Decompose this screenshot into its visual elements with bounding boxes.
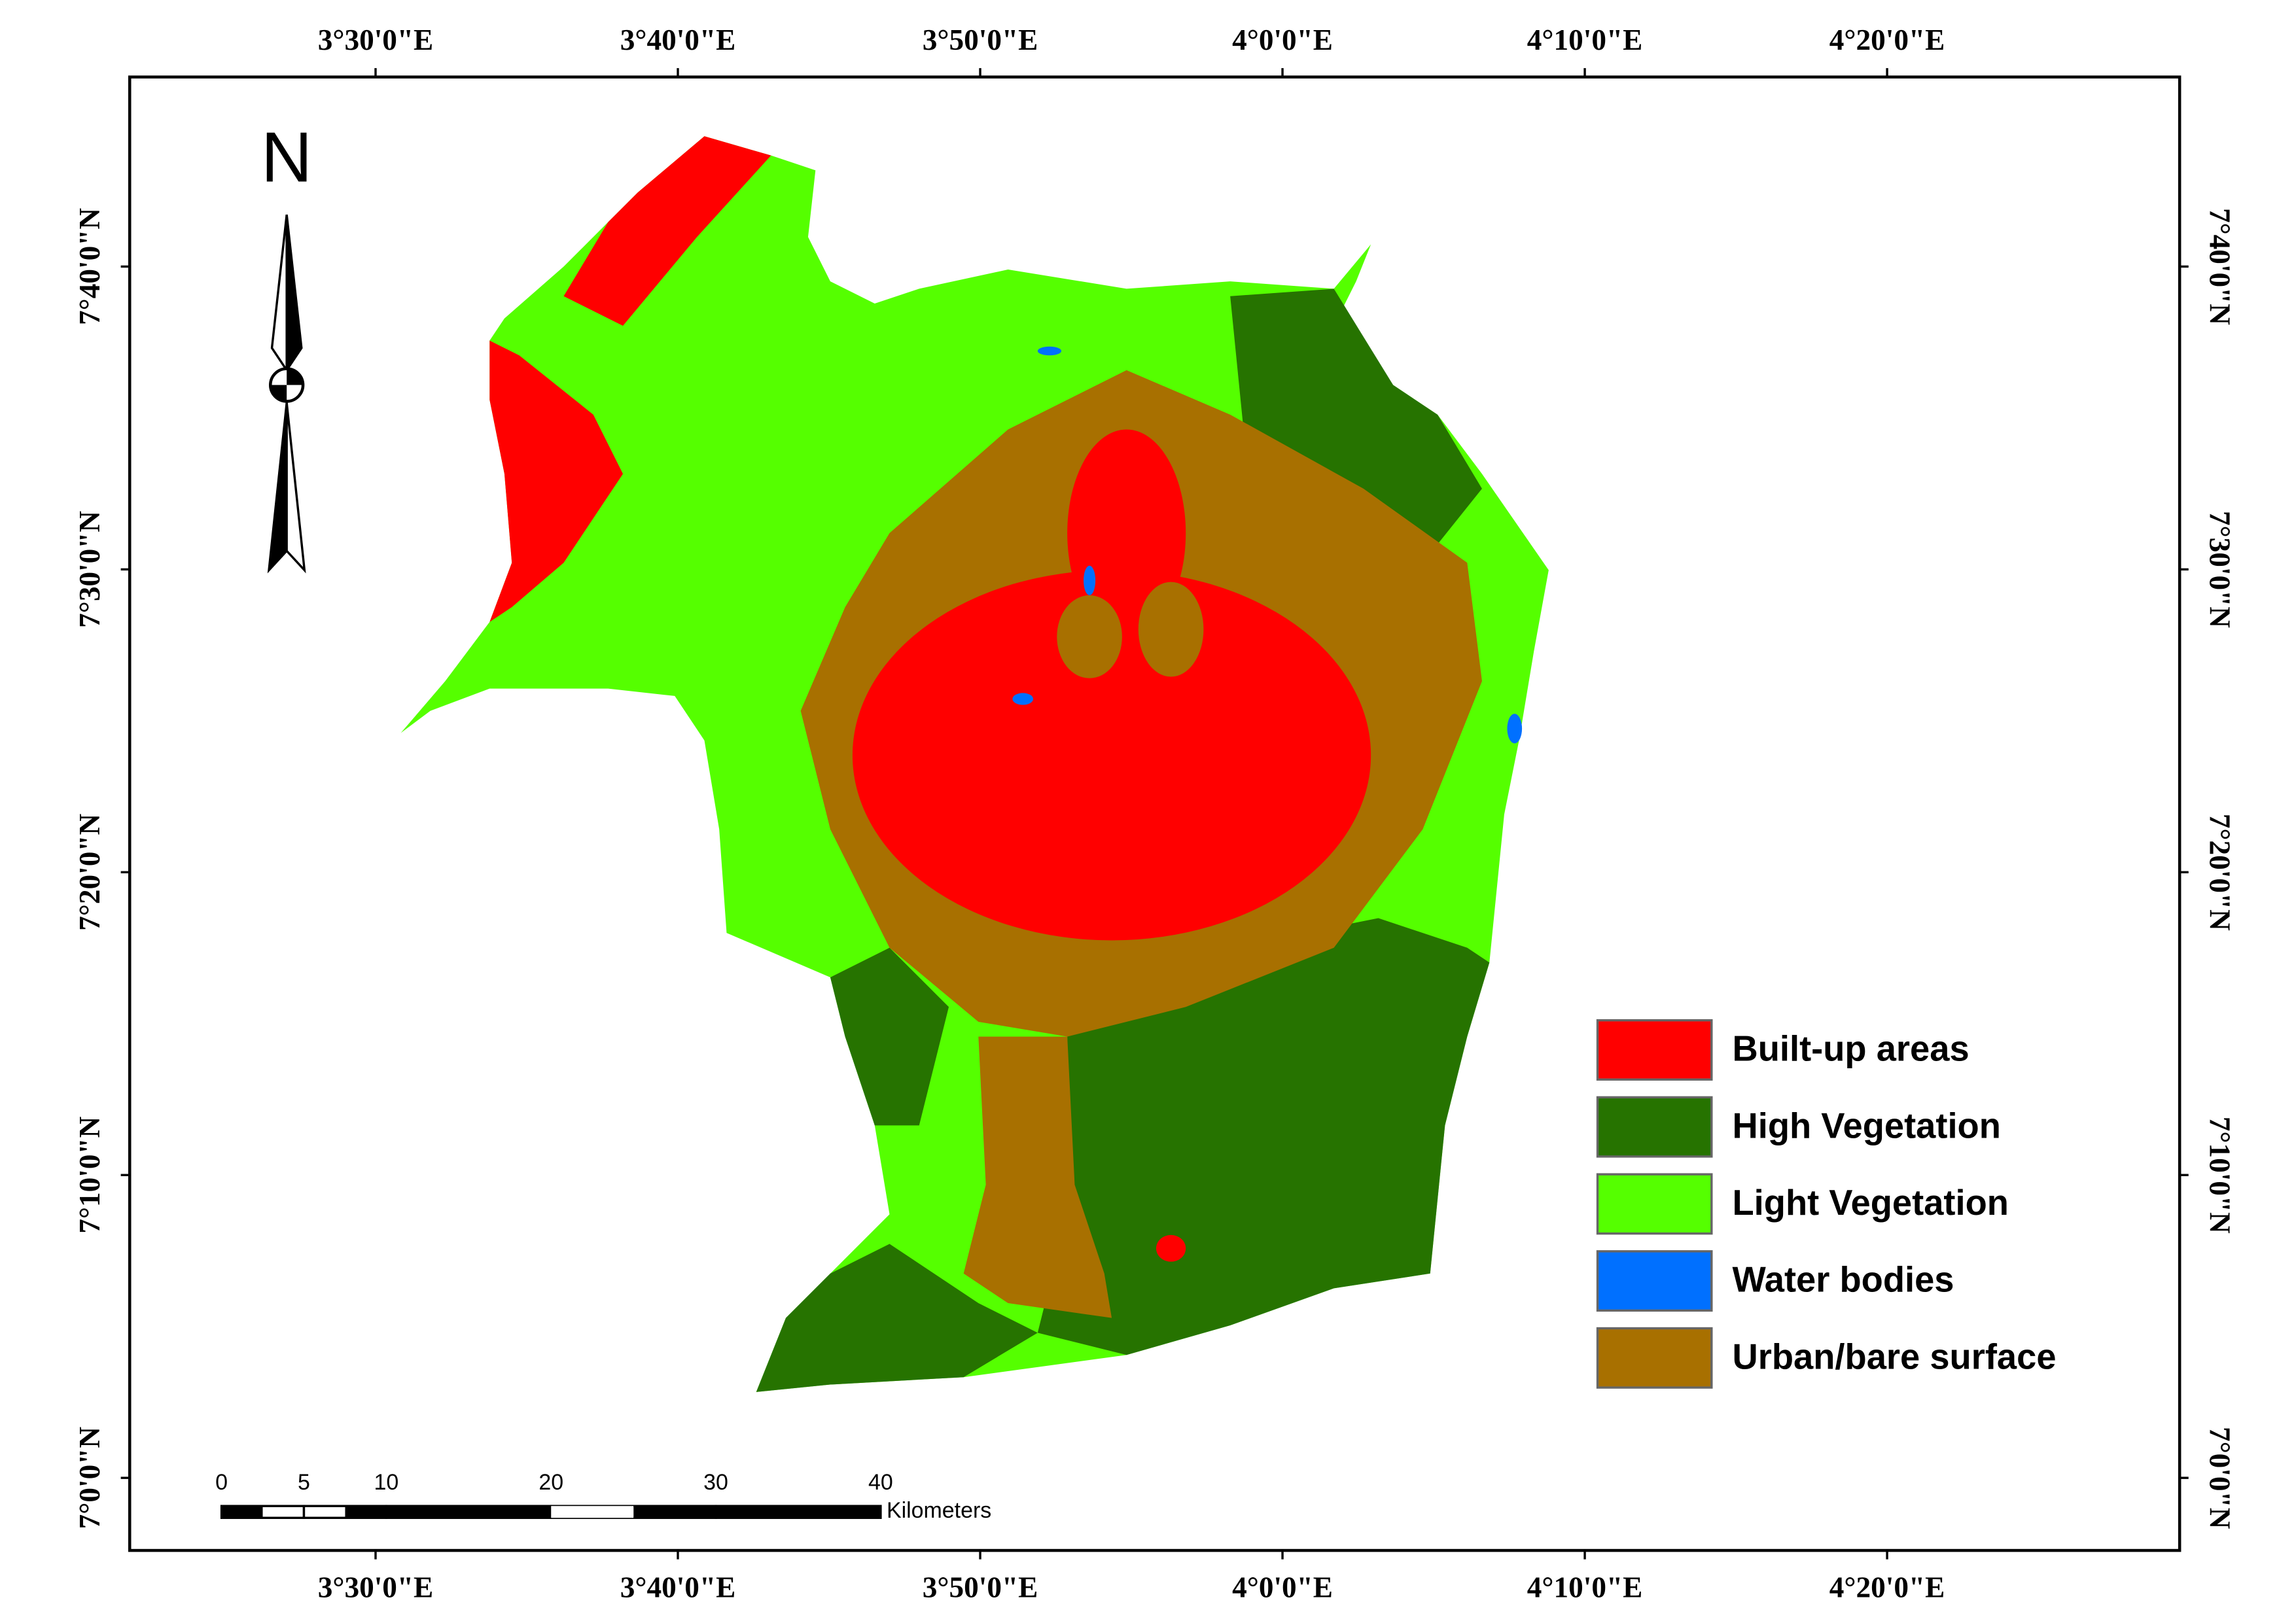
scale-segment-fill — [468, 1505, 552, 1519]
scale-label: 0 — [215, 1470, 228, 1495]
lon-label: 4°10'0"E — [1527, 1571, 1643, 1604]
scale-label: 10 — [374, 1470, 399, 1495]
legend-swatch — [1596, 1096, 1713, 1158]
arrow-half — [285, 215, 303, 374]
scale-segment-fill — [551, 1506, 634, 1518]
lon-label: 3°30'0"E — [318, 24, 434, 56]
scale-segment-fill — [716, 1506, 798, 1518]
scale-segment-fill — [221, 1506, 263, 1518]
lat-label: 7°10'0"N — [2203, 1117, 2236, 1234]
urban-bare-patch — [1057, 595, 1122, 678]
lon-label: 3°50'0"E — [923, 24, 1038, 56]
lat-label: 7°40'0"N — [2203, 208, 2236, 325]
north-label: N — [261, 118, 312, 198]
legend-swatch — [1596, 1250, 1713, 1312]
lon-label: 3°40'0"E — [620, 1571, 736, 1604]
legend-label: Built-up areas — [1733, 1029, 1969, 1069]
lat-label: 7°10'0"N — [73, 1116, 106, 1233]
high-vegetation — [1037, 918, 1490, 1355]
legend-label: Water bodies — [1733, 1260, 1954, 1300]
high-vegetation — [756, 1244, 1038, 1392]
lat-label: 7°20'0"N — [2203, 814, 2236, 931]
built-up-patch — [1156, 1234, 1186, 1262]
lon-label: 4°20'0"E — [1829, 24, 1945, 56]
lat-label: 7°30'0"N — [73, 511, 106, 628]
lon-label: 4°10'0"E — [1527, 24, 1643, 56]
arrow-center-fill — [270, 368, 304, 402]
built-up-n — [1067, 429, 1186, 637]
lon-label: 4°0'0"E — [1232, 24, 1333, 56]
lat-label: 7°0'0"N — [2203, 1427, 2236, 1529]
arrow-half — [285, 402, 306, 574]
scale-segment-fill — [797, 1505, 882, 1519]
lon-label: 4°0'0"E — [1232, 1571, 1333, 1604]
scale-label: 40 — [868, 1470, 893, 1495]
legend-label: High Vegetation — [1733, 1106, 2001, 1145]
legend-swatch — [1596, 1173, 1713, 1235]
scale-unit: Kilometers — [887, 1498, 991, 1523]
scale-label: 30 — [703, 1470, 728, 1495]
north-arrow: N — [261, 118, 312, 574]
water-body — [1084, 565, 1096, 596]
legend-swatch — [1596, 1019, 1713, 1081]
legend-label: Light Vegetation — [1733, 1183, 2009, 1223]
lon-label: 3°50'0"E — [923, 1571, 1038, 1604]
water-body — [1012, 693, 1034, 705]
built-up-nw — [563, 136, 771, 326]
scale-label: 20 — [539, 1470, 563, 1495]
legend-label: Urban/bare surface — [1733, 1336, 2057, 1376]
lon-label: 3°40'0"E — [620, 24, 736, 56]
water-body — [1037, 346, 1062, 356]
water-body — [1507, 714, 1523, 744]
lat-label: 7°0'0"N — [73, 1427, 106, 1529]
scale-segment-fill — [345, 1506, 387, 1518]
lat-label: 7°20'0"N — [73, 813, 106, 930]
scale-segment-fill — [386, 1506, 469, 1518]
lon-label: 3°30'0"E — [318, 1571, 434, 1604]
lat-label: 7°40'0"N — [73, 208, 106, 325]
lat-label: 7°30'0"N — [2203, 511, 2236, 628]
lon-label: 4°20'0"E — [1829, 1571, 1945, 1604]
urban-bare-s — [963, 1036, 1112, 1318]
scale-label: 5 — [298, 1470, 310, 1495]
built-up-w — [489, 340, 624, 622]
built-up-core — [852, 570, 1371, 941]
legend-swatch — [1596, 1327, 1713, 1389]
scale-segment-fill — [633, 1506, 716, 1518]
urban-bare-patch — [1138, 582, 1204, 677]
